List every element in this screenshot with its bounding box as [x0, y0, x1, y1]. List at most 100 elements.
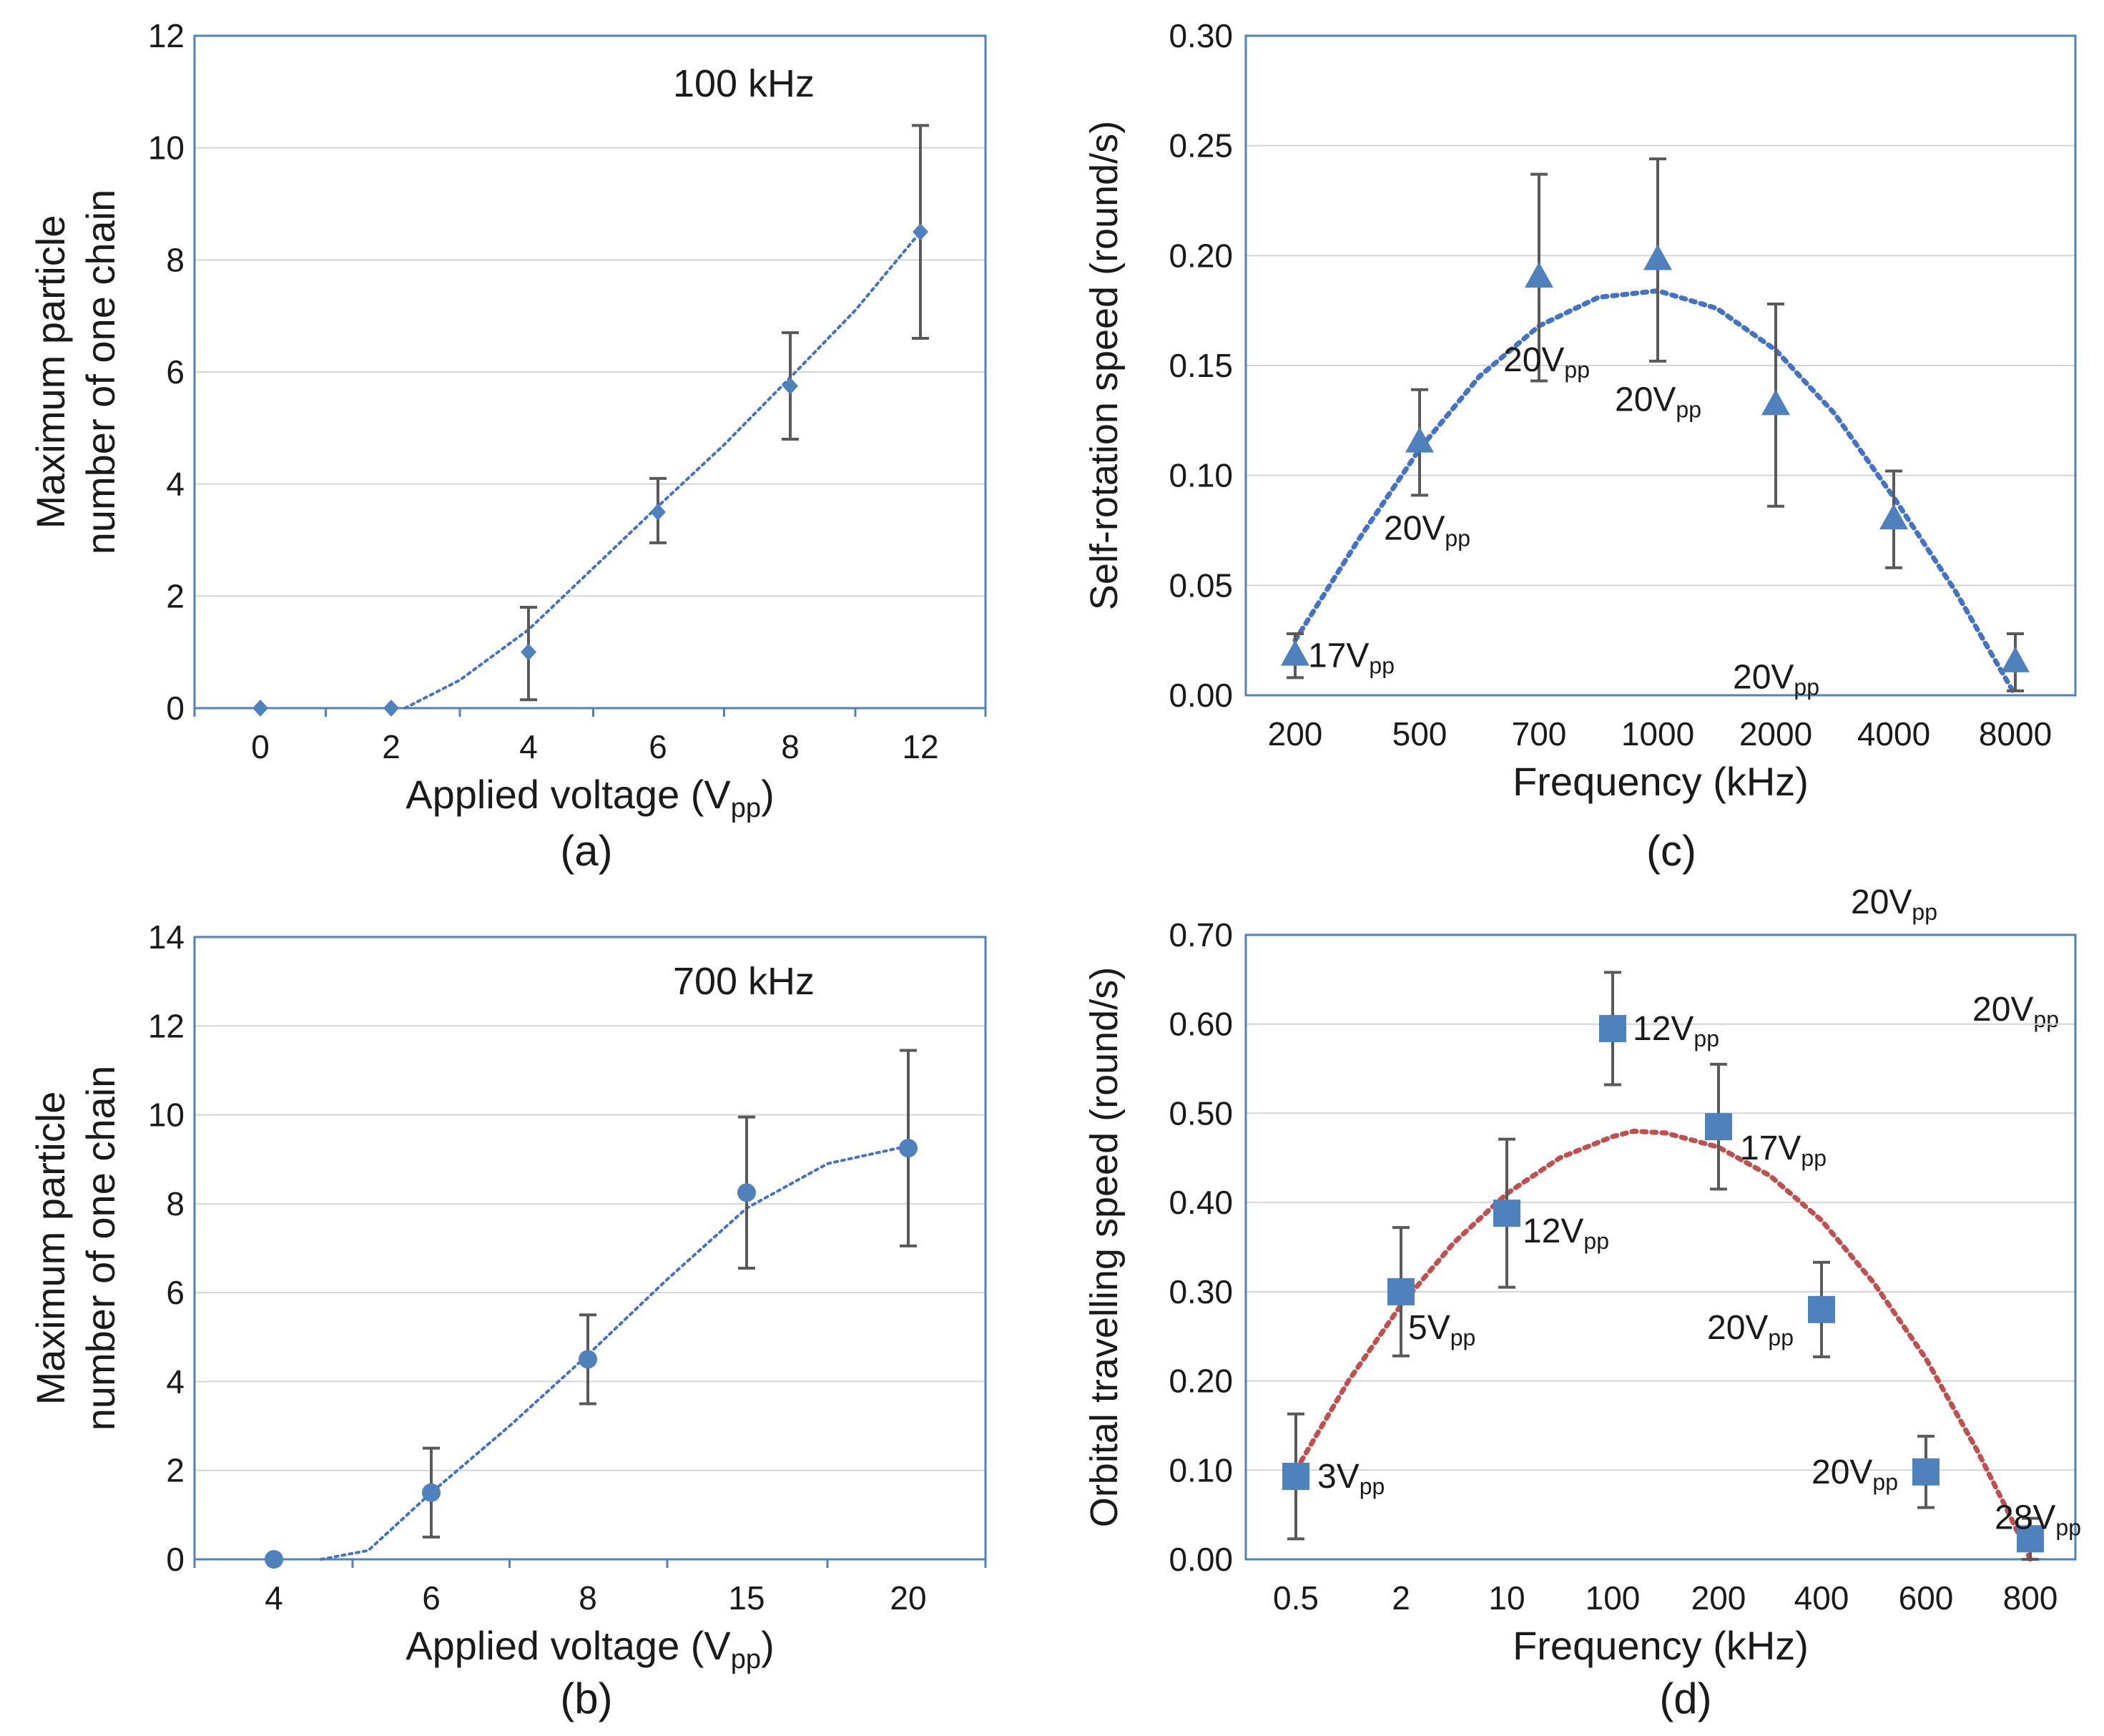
data-point [521, 643, 536, 661]
chart-b: 0 2 4 6 8 10 12 14 4 6 8 15 20 700 kHz Applied voltage… [28, 918, 987, 1722]
y-axis-label: Orbital travelling speed (round/s) [1083, 967, 1126, 1527]
data-point [1282, 1463, 1309, 1491]
point-label: 20Vpp [1733, 658, 1819, 700]
x-tick-label: 200 [1268, 715, 1323, 752]
point-label: 17Vpp [1740, 1129, 1827, 1171]
x-tick-label: 4 [265, 1579, 283, 1617]
data-point [422, 1483, 441, 1502]
x-tick-label: 6 [649, 728, 667, 765]
plot-frame [1244, 34, 2077, 697]
point-label-sub: pp [1564, 357, 1590, 383]
panel-label: (c) [1646, 827, 1696, 875]
point-label: 20Vpp [1503, 341, 1590, 383]
y-tick-label: 0.25 [1169, 127, 1233, 165]
y-tick-label: 4 [166, 1363, 185, 1400]
point-label-main: 20V [1811, 1453, 1872, 1491]
y-tick-label: 6 [166, 353, 185, 391]
y-axis-label-line1: Maximum particle [28, 215, 73, 529]
point-label-main: 20V [1503, 341, 1564, 379]
y-tick-label: 6 [166, 1274, 185, 1311]
y-tick-label: 10 [148, 1097, 185, 1134]
x-axis-label: Frequency (kHz) [1513, 759, 1809, 804]
x-axis-label: Applied voltage (Vpp) [405, 1623, 774, 1674]
y-tick-label: 4 [166, 466, 185, 503]
panel-label: (a) [560, 827, 612, 875]
x-axis-label-main: Applied voltage (V [405, 772, 731, 817]
y-axis-label-line1: Maximum particle [28, 1092, 73, 1406]
x-tick-label: 6 [422, 1579, 441, 1617]
data-point [2001, 646, 2030, 672]
point-label-sub: pp [1801, 1145, 1827, 1171]
point-label-main: 12V [1633, 1010, 1693, 1048]
x-axis-label: Frequency (kHz) [1513, 1623, 1809, 1668]
x-axis-label-main: Applied voltage (V [405, 1623, 731, 1668]
x-axis-label: Applied voltage (Vpp) [405, 772, 774, 823]
point-label-sub: pp [2055, 1514, 2081, 1540]
y-tick-label: 0 [166, 690, 185, 727]
point-label-sub: pp [2033, 1006, 2059, 1032]
x-tick-label: 2 [1392, 1579, 1410, 1617]
panel-label: (b) [560, 1674, 612, 1722]
x-tick-label: 12 [902, 728, 938, 765]
x-tick-label: 700 [1512, 715, 1567, 752]
data-point [1525, 262, 1553, 288]
data-point [1387, 1278, 1415, 1305]
x-tick-label: 4000 [1857, 715, 1930, 752]
x-tick-label: 0 [251, 728, 270, 765]
point-label: 20Vpp [1811, 1453, 1898, 1495]
y-tick-label: 8 [166, 1185, 185, 1222]
x-tick-label: 400 [1794, 1579, 1849, 1617]
point-label: 20Vpp [1851, 883, 1937, 925]
y-tick-label: 0 [166, 1541, 185, 1578]
data-point [1705, 1113, 1732, 1141]
data-point [913, 223, 928, 241]
x-tick-label: 2 [382, 728, 400, 765]
point-label: 3Vpp [1317, 1458, 1385, 1499]
x-tick-label: 600 [1899, 1579, 1954, 1617]
point-label: 5Vpp [1408, 1309, 1475, 1350]
x-axis-label-end: ) [761, 1623, 775, 1668]
data-point [265, 1550, 283, 1569]
data-point [1281, 639, 1309, 666]
point-label: 20Vpp [1972, 991, 2059, 1032]
point-label: 20Vpp [1384, 510, 1470, 551]
point-label-sub: pp [1693, 1026, 1719, 1051]
y-tick-label: 0.30 [1169, 1273, 1233, 1310]
point-label-sub: pp [1912, 899, 1937, 925]
data-point [1912, 1458, 1940, 1486]
data-point [650, 503, 666, 521]
chart-d: 0.00 0.10 0.20 0.30 0.40 0.50 0.60 0.70 0.5 2 10 10… [1083, 916, 2081, 1722]
y-tick-label: 12 [148, 1007, 185, 1044]
y-tick-label: 0.30 [1169, 17, 1233, 54]
x-tick-label: 1000 [1621, 715, 1694, 752]
x-axis-label-sub: pp [731, 1644, 761, 1674]
y-tick-label: 0.00 [1169, 677, 1233, 714]
data-point [782, 377, 798, 395]
plot-frame [193, 936, 987, 1561]
y-axis-label: Self-rotation speed (round/s) [1083, 121, 1126, 610]
point-label-main: 20V [1733, 658, 1794, 696]
y-axis-label-line2: number of one chain [78, 190, 123, 555]
point-label-sub: pp [1445, 526, 1470, 551]
x-axis-label-sub: pp [731, 793, 761, 823]
y-tick-label: 0.40 [1169, 1184, 1233, 1221]
trendline [320, 1144, 910, 1561]
x-tick-label: 500 [1392, 715, 1447, 752]
point-label-main: 28V [1995, 1499, 2055, 1536]
y-tick-label: 0.10 [1169, 457, 1233, 494]
point-label-main: 5V [1408, 1309, 1450, 1347]
x-tick-label: 0.5 [1273, 1579, 1319, 1617]
point-label-main: 20V [1972, 991, 2033, 1029]
point-label-main: 17V [1740, 1129, 1801, 1167]
point-label-sub: pp [1369, 653, 1395, 679]
x-tick-label: 15 [728, 1579, 765, 1617]
plot-frame [1244, 933, 2077, 1561]
point-label: 20Vpp [1707, 1309, 1794, 1350]
y-tick-label: 0.20 [1169, 237, 1233, 274]
frequency-annotation: 100 kHz [673, 62, 815, 105]
data-point [899, 1139, 918, 1158]
trendline [403, 230, 922, 710]
point-label-sub: pp [1583, 1228, 1609, 1254]
point-label-main: 12V [1523, 1212, 1583, 1250]
data-point [1761, 389, 1790, 416]
